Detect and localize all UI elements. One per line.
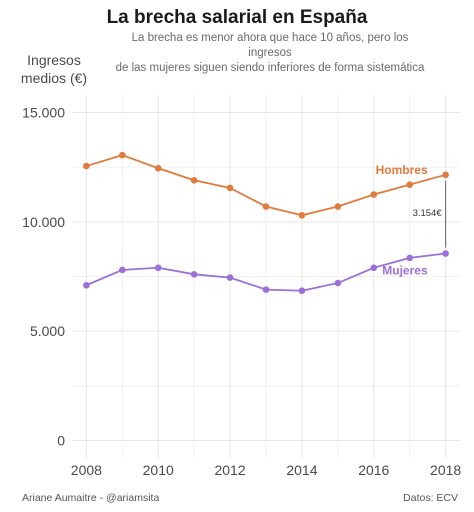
x-tick-label: 2014 <box>286 462 317 478</box>
data-point-mujeres <box>370 264 378 272</box>
chart-subtitle: La brecha es menor ahora que hace 10 año… <box>115 32 425 74</box>
author-credit: Ariane Aumaitre - @ariamsita <box>22 492 160 504</box>
series-label-hombres: Hombres <box>376 163 428 177</box>
series-lines: Hombres Mujeres <box>83 151 449 295</box>
x-tick-label: 2008 <box>71 462 102 478</box>
x-tick-label: 2016 <box>358 462 389 478</box>
y-tick-label: 0 <box>57 433 65 449</box>
data-point-hombres <box>298 211 306 219</box>
data-source: Datos: ECV <box>403 492 458 504</box>
series-label-mujeres: Mujeres <box>382 264 428 278</box>
chart-title: La brecha salarial en España <box>106 7 368 28</box>
data-point-hombres <box>118 151 126 159</box>
gap-annotation: 3.154€ <box>411 180 447 248</box>
data-point-hombres <box>370 191 378 198</box>
y-axis-label: Ingresos medios (€) <box>20 52 88 86</box>
gap-label: 3.154€ <box>413 208 443 219</box>
data-point-mujeres <box>83 281 90 289</box>
data-point-mujeres <box>226 274 234 281</box>
x-tick-labels: 2008 2010 2012 2014 2016 2018 <box>71 462 462 478</box>
data-point-hombres <box>154 164 162 172</box>
data-point-hombres <box>442 171 449 179</box>
x-tick-label: 2012 <box>214 462 245 478</box>
data-point-hombres <box>334 203 342 210</box>
data-point-hombres <box>406 181 414 188</box>
data-point-mujeres <box>262 286 270 293</box>
data-point-mujeres <box>442 250 449 257</box>
data-point-hombres <box>83 162 90 170</box>
data-point-hombres <box>190 176 198 184</box>
data-point-mujeres <box>190 271 198 278</box>
y-tick-label: 15.000 <box>22 104 65 120</box>
x-tick-label: 2018 <box>430 462 461 478</box>
x-tick-label: 2010 <box>143 462 174 478</box>
data-point-hombres <box>262 203 270 210</box>
data-point-mujeres <box>334 279 342 287</box>
data-point-mujeres <box>154 264 162 272</box>
grid-lines <box>72 95 460 458</box>
data-point-hombres <box>226 184 234 192</box>
y-tick-label: 5.000 <box>30 323 65 339</box>
y-tick-labels: 0 5.000 10.000 15.000 <box>22 104 65 448</box>
y-tick-label: 10.000 <box>22 214 65 230</box>
data-point-mujeres <box>406 254 414 262</box>
data-point-mujeres <box>118 266 126 274</box>
data-point-mujeres <box>298 287 306 295</box>
